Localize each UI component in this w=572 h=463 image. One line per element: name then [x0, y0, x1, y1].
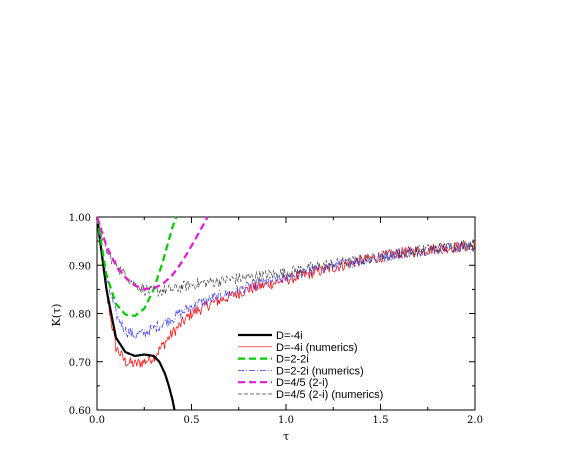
- x-tick-label: 1.0: [278, 415, 294, 426]
- legend-label-4: D=4/5 (2-i): [276, 377, 328, 389]
- x-tick-label: 0.5: [184, 415, 200, 426]
- legend-label-3: D=2-2i (numerics): [276, 365, 364, 377]
- x-tick-label: 0.0: [89, 415, 105, 426]
- series-line-4: [95, 216, 209, 290]
- series-line-3: [96, 216, 476, 339]
- y-tick-label: 0.80: [69, 310, 91, 321]
- x-tick-label: 1.5: [373, 415, 389, 426]
- legend: D=-4iD=-4i (numerics)D=2-2iD=2-2i (numer…: [238, 330, 383, 401]
- legend-label-5: D=4/5 (2-i) (numerics): [276, 389, 383, 401]
- series-line-2: [95, 216, 178, 317]
- x-tick-label: 2.0: [467, 415, 483, 426]
- y-tick-label: 0.90: [69, 261, 91, 272]
- axes: 0.0 0.5 1.0 1.5 2.0 0.60 0.70 0.80 0.90 1.00: [69, 213, 483, 426]
- y-tick-label: 1.00: [69, 213, 91, 224]
- series-line-5: [97, 216, 476, 297]
- y-axis-label: K(τ): [50, 304, 63, 327]
- series-line-1: [96, 216, 476, 368]
- legend-label-2: D=2-2i: [276, 354, 309, 366]
- y-tick-label: 0.60: [69, 406, 91, 417]
- plot-series: [95, 216, 476, 411]
- x-axis-label: τ: [283, 430, 289, 443]
- legend-label-1: D=-4i (numerics): [276, 342, 358, 354]
- series-line-0: [95, 216, 176, 411]
- y-tick-label: 0.70: [69, 358, 91, 369]
- legend-label-0: D=-4i: [276, 330, 303, 342]
